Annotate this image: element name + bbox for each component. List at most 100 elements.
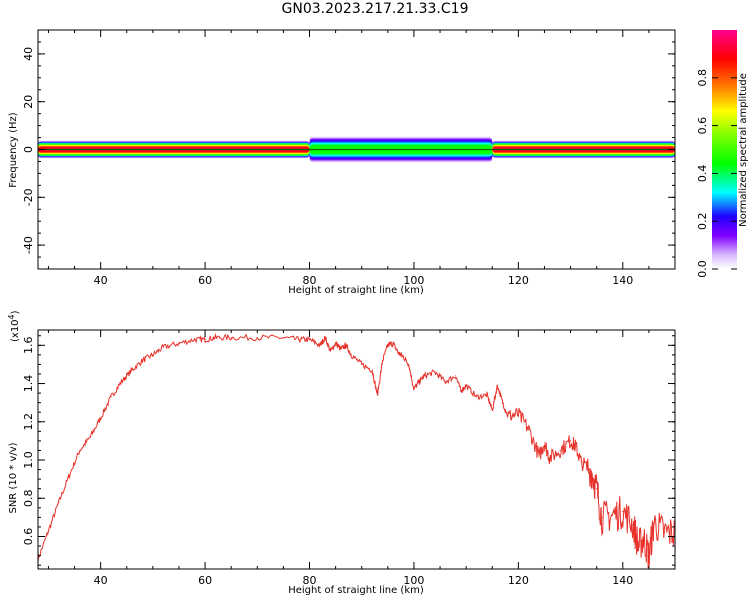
colorbar-label: Normalized spectral amplitude — [738, 73, 749, 227]
snr-point — [79, 449, 81, 452]
snr-point — [162, 346, 164, 348]
snr-frame — [37, 329, 676, 570]
snr-point — [392, 342, 394, 344]
snr-point — [230, 337, 232, 339]
y-tick-label: 1.4 — [22, 375, 35, 393]
x-tick-label: 60 — [198, 574, 212, 587]
snr-point — [476, 396, 478, 398]
snr-ylabel: SNR (10 * v/v) — [8, 442, 19, 513]
snr-point — [319, 344, 321, 346]
snr-point — [68, 474, 70, 476]
colorbar-tick-label: 0.0 — [696, 260, 709, 278]
snr-point — [648, 555, 650, 557]
snr-point — [350, 354, 352, 356]
snr-point — [538, 455, 540, 457]
snr-point — [455, 375, 457, 377]
y-tick-label: -40 — [22, 236, 35, 254]
snr-point — [444, 381, 446, 383]
y-tick-label: 1.2 — [22, 413, 35, 431]
snr-point — [423, 375, 425, 377]
snr-point — [371, 369, 373, 371]
snr-point — [256, 337, 258, 339]
x-tick-label: 40 — [94, 274, 108, 287]
snr-point — [413, 388, 415, 390]
y-tick-label: 20 — [22, 95, 35, 109]
snr-point — [361, 363, 363, 365]
snr-point — [335, 342, 337, 344]
snr-point — [637, 545, 640, 547]
snr-point — [387, 344, 389, 346]
x-tick-label: 80 — [303, 574, 317, 587]
snr-point — [100, 417, 102, 419]
x-tick-label: 120 — [508, 274, 529, 287]
chart-title: GN03.2023.217.21.33.C19 — [281, 1, 469, 17]
snr-point — [141, 360, 143, 362]
snr-point — [382, 360, 384, 362]
snr-point — [664, 532, 666, 534]
colorbar: 0.0 0.2 0.4 0.6 0.8 Normalized spectral ampl… — [696, 30, 749, 278]
snr-point — [402, 356, 405, 358]
snr-point — [308, 339, 311, 341]
snr-point — [89, 436, 91, 438]
y-tick-label: -20 — [22, 188, 35, 206]
snr-point — [282, 337, 284, 339]
snr-point — [507, 415, 509, 417]
snr-point — [643, 537, 645, 540]
snr-point — [194, 339, 196, 341]
y-tick-label: 1.0 — [22, 451, 35, 469]
snr-point — [47, 530, 50, 532]
snr-point — [178, 342, 180, 344]
y-tick-label: 0.6 — [22, 528, 35, 546]
x-tick-label: 40 — [94, 574, 108, 587]
snr-point — [528, 428, 530, 430]
colorbar-tick-label: 0.8 — [696, 69, 709, 87]
snr-point — [329, 350, 331, 352]
snr-point — [622, 511, 624, 513]
x-tick-label: 100 — [403, 274, 424, 287]
snr-point — [465, 384, 467, 386]
snr-point — [611, 514, 613, 517]
spectrogram-xlabel: Height of straight line (km) — [288, 285, 424, 296]
snr-point — [460, 390, 462, 392]
snr-point — [590, 470, 593, 473]
snr-point — [58, 501, 60, 503]
snr-point — [214, 337, 217, 339]
snr-point — [408, 363, 410, 365]
spectrogram-frame — [37, 29, 676, 270]
snr-point — [131, 369, 133, 371]
y-tick-label: 0.8 — [22, 490, 35, 508]
colorbar-tick-label: 0.4 — [696, 165, 709, 183]
x-tick-label: 80 — [303, 274, 317, 287]
snr-point — [549, 457, 551, 459]
snr-point — [653, 522, 655, 524]
x-tick-label: 60 — [198, 274, 212, 287]
snr-point — [496, 384, 499, 386]
snr-point — [570, 440, 572, 442]
snr-point — [397, 352, 399, 354]
snr-point — [376, 394, 378, 396]
snr-panel: 40 60 80 100 120 140 0.6 0.8 1.0 1.2 1.4 1.6 Height… — [7, 310, 676, 596]
y-tick-label: 0 — [22, 146, 35, 153]
snr-point — [580, 461, 582, 463]
y-tick-label: 40 — [22, 47, 35, 61]
snr-point — [502, 402, 504, 404]
snr-point — [434, 371, 436, 373]
snr-point — [345, 344, 347, 346]
snr-point — [324, 337, 326, 339]
x-tick-label: 140 — [612, 574, 633, 587]
snr-point — [632, 524, 634, 526]
snr-point — [491, 409, 493, 411]
x-tick-label: 140 — [612, 274, 633, 287]
snr-point — [559, 449, 561, 452]
x-tick-label: 100 — [403, 574, 424, 587]
snr-point — [418, 381, 420, 383]
snr-point — [517, 413, 520, 415]
snr-point — [110, 396, 112, 398]
spectrogram-panel: 40 60 80 100 120 140 -40 -20 0 20 40 Height of str… — [8, 29, 676, 296]
snr-point — [152, 354, 154, 356]
spectrogram-ylabel: Frequency (Hz) — [8, 112, 19, 188]
snr-point — [120, 381, 123, 383]
y-tick-label: 1.6 — [22, 337, 35, 355]
snr-point — [543, 442, 546, 444]
